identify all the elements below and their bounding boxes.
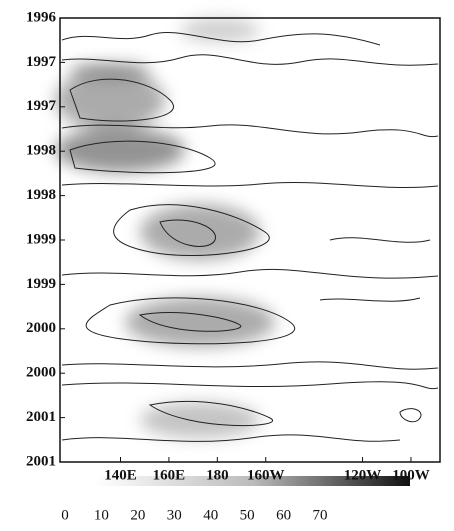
colorbar-tick-label: 10 — [94, 507, 109, 523]
x-tick-label: 180 — [206, 467, 229, 483]
y-tick-label: 1998 — [26, 143, 56, 159]
y-tick-label: 1996 — [26, 9, 57, 25]
x-tick-label: 100W — [392, 467, 430, 483]
colorbar-tick-label: 0 — [61, 507, 69, 523]
y-tick-label: 1997 — [26, 54, 57, 70]
x-tick-label: 160W — [247, 467, 285, 483]
colorbar-tick-label: 30 — [167, 507, 182, 523]
x-tick-label: 140E — [104, 467, 137, 483]
y-tick-label: 1999 — [26, 231, 56, 247]
colorbar — [95, 476, 410, 486]
colorbar-tick-label: 60 — [276, 507, 291, 523]
y-tick-label: 1997 — [26, 98, 57, 114]
x-tick-label: 120W — [344, 467, 382, 483]
y-tick-label: 2001 — [26, 453, 56, 469]
y-tick-label: 2000 — [26, 365, 56, 381]
y-tick-label: 2000 — [26, 320, 56, 336]
shading — [55, 18, 275, 438]
colorbar-tick-label: 50 — [240, 507, 255, 523]
colorbar-tick-label: 40 — [203, 507, 218, 523]
y-tick-label: 1998 — [26, 187, 56, 203]
y-tick-label: 1999 — [26, 276, 56, 292]
colorbar-tick-label: 20 — [130, 507, 145, 523]
y-tick-label: 2001 — [26, 409, 56, 425]
colorbar-tick-label: 70 — [313, 507, 328, 523]
x-tick-label: 160E — [153, 467, 186, 483]
contours — [61, 31, 439, 442]
